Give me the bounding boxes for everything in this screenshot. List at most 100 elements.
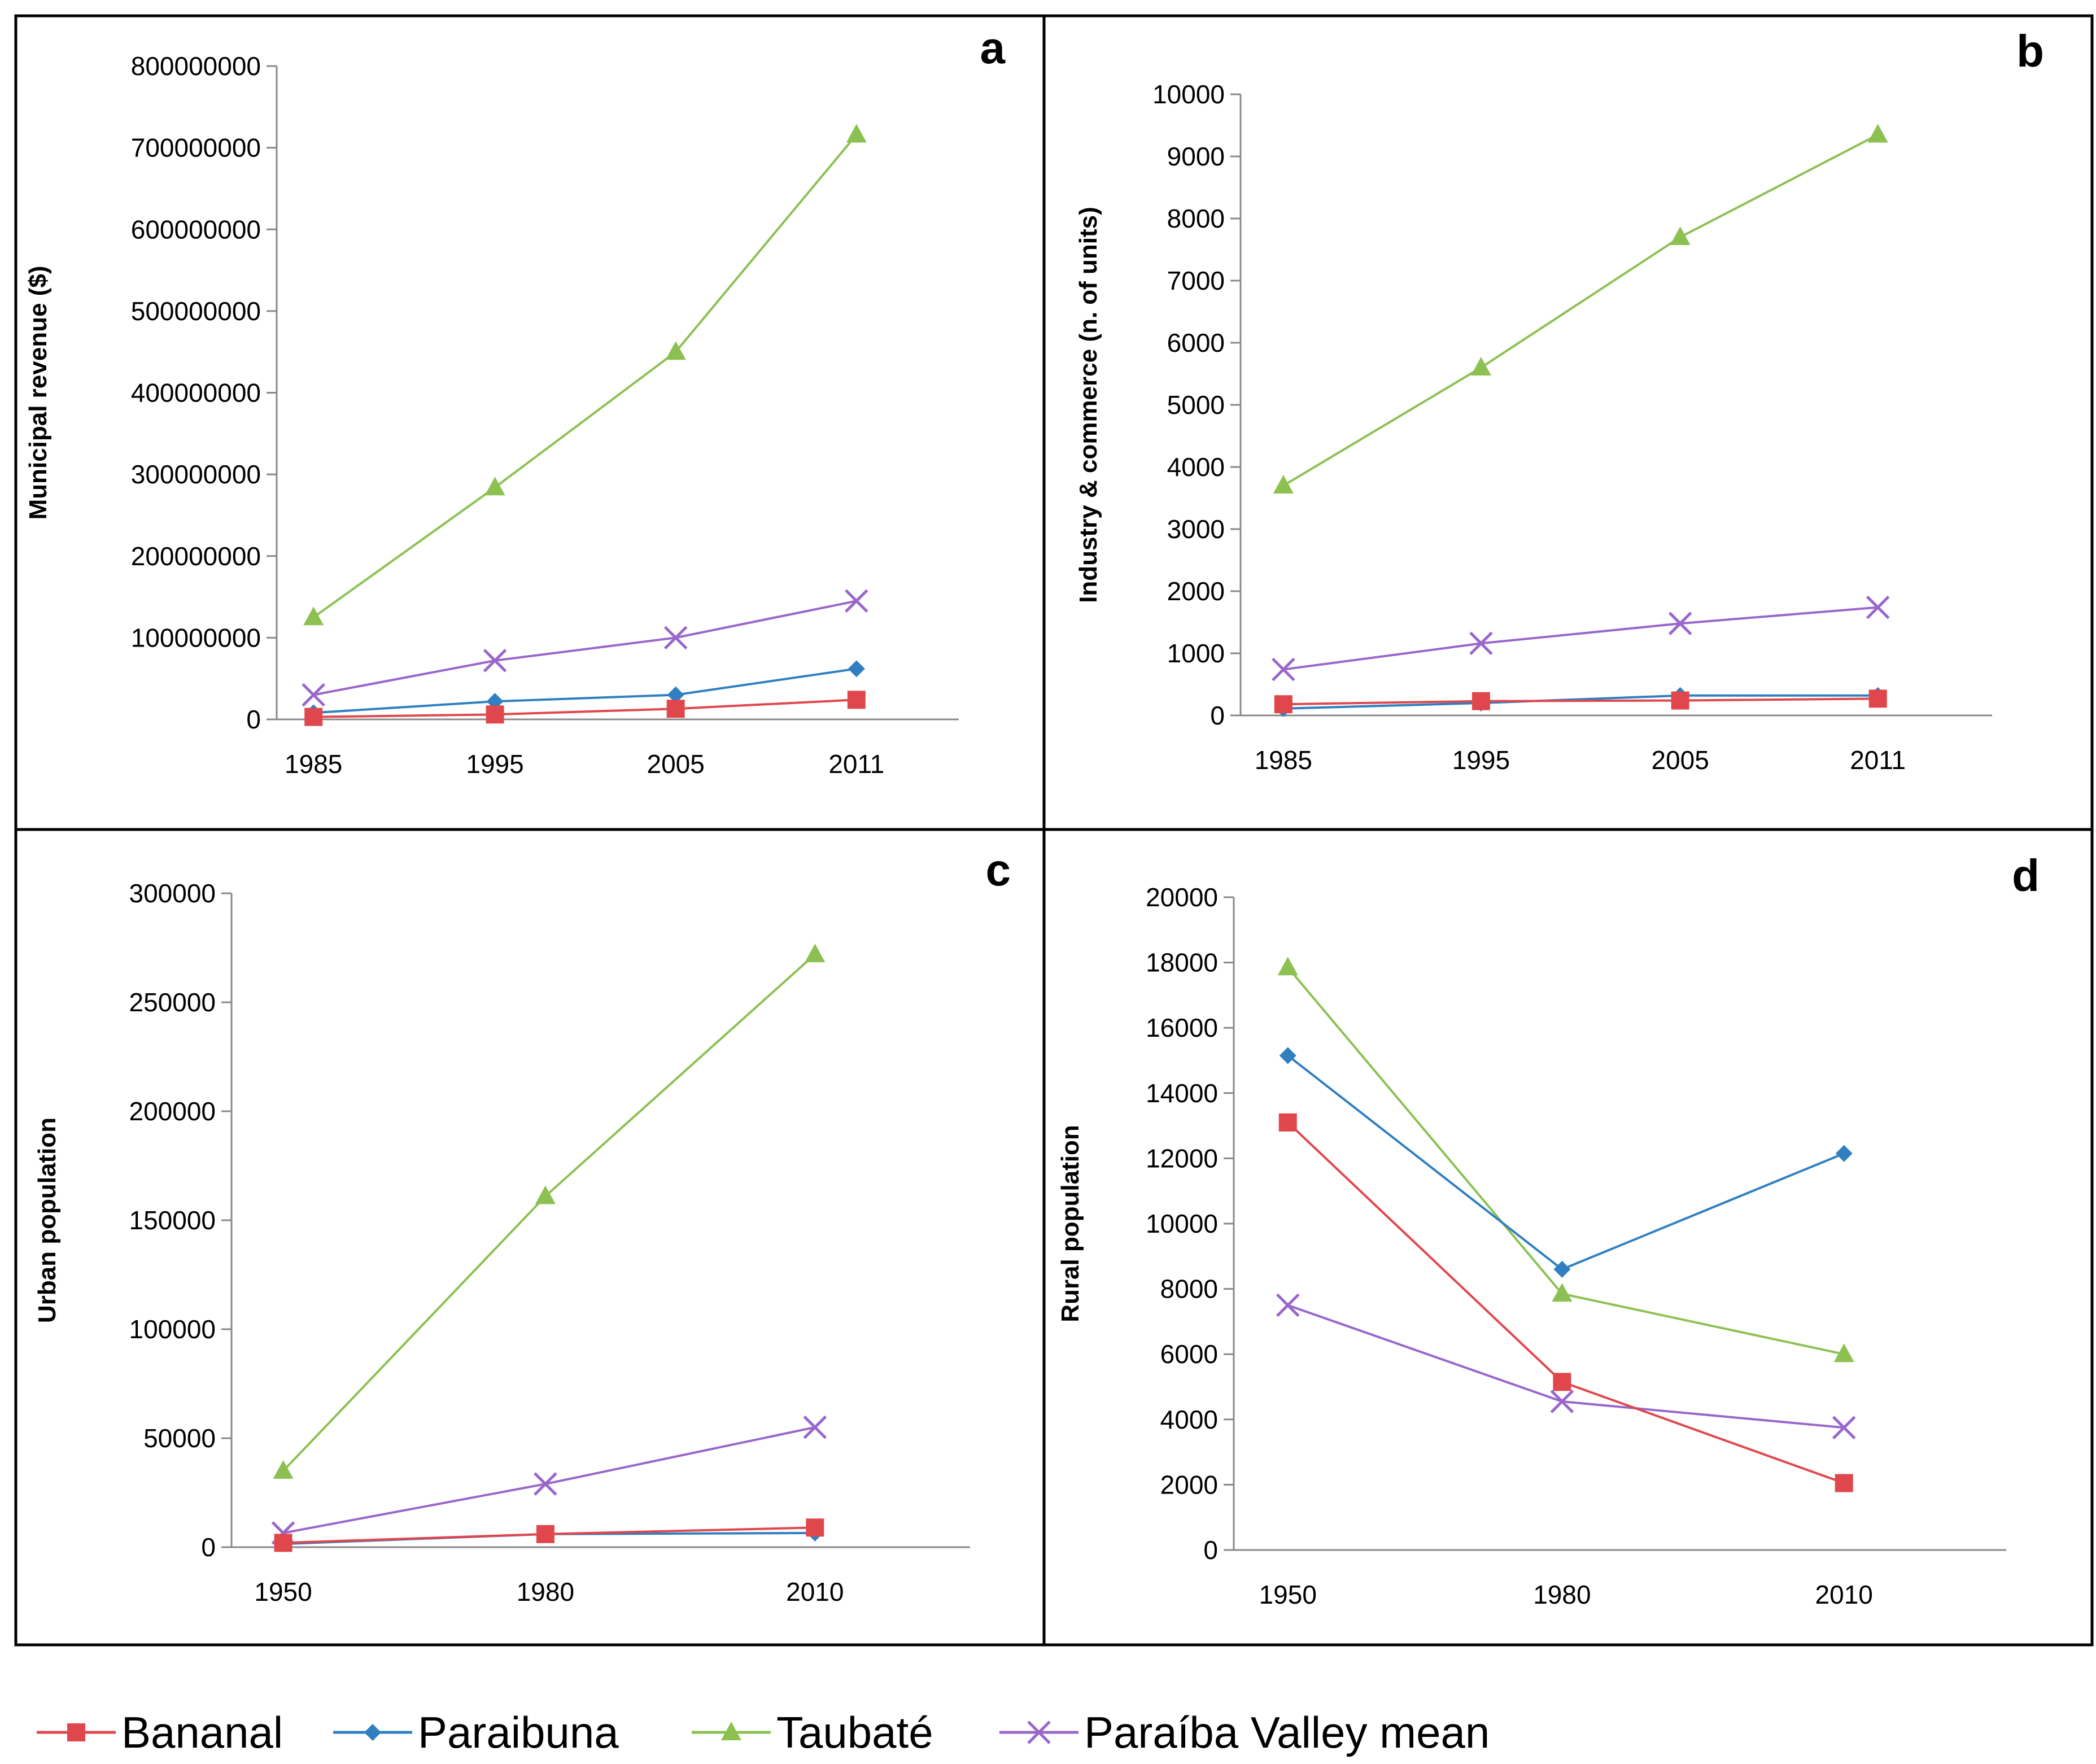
series-line [1287, 1304, 1844, 1429]
x-tick-label: 1995 [1452, 745, 1510, 775]
series-taubate [303, 124, 867, 626]
y-tick-label: 300000000 [131, 460, 261, 489]
legend-label: Paraibuna [418, 1708, 619, 1757]
data-point [535, 1185, 556, 1204]
y-tick-label: 4000 [1160, 1405, 1218, 1434]
legend: Bananal Paraibuna Taubaté Paraíba Valley me… [37, 1708, 1490, 1757]
series-line [313, 667, 857, 714]
series-line [1287, 1121, 1845, 1484]
x-tick-label: 2005 [1651, 745, 1709, 775]
data-point [274, 1534, 292, 1552]
data-point [1277, 957, 1298, 976]
data-point [1553, 1373, 1571, 1391]
y-tick-label: 0 [1210, 701, 1225, 730]
y-tick-label: 7000 [1167, 266, 1225, 295]
y-tick-label: 600000000 [131, 215, 261, 244]
data-point [1276, 1293, 1300, 1317]
y-axis-title: Rural population [1056, 1125, 1084, 1322]
y-tick-label: 8000 [1160, 1274, 1218, 1304]
panel-label: a [980, 23, 1006, 73]
legend-item-bananal: Bananal [37, 1708, 283, 1757]
series-taubate [1273, 124, 1888, 494]
y-tick-label: 1000 [1167, 639, 1225, 668]
data-point [1832, 1416, 1856, 1440]
series-bananal [1274, 689, 1887, 714]
series-line [1283, 697, 1878, 706]
data-point [667, 686, 684, 704]
legend-item-taubate: Taubaté [692, 1708, 933, 1757]
data-point [1278, 1113, 1297, 1132]
x-tick-label: 1985 [1255, 745, 1312, 775]
data-point [1550, 1390, 1574, 1413]
data-point [1867, 124, 1888, 143]
y-tick-label: 5000 [1167, 390, 1225, 420]
series-line [1282, 133, 1879, 487]
y-tick-label: 18000 [1146, 948, 1218, 977]
data-point [848, 660, 865, 678]
data-point [1552, 1283, 1573, 1302]
y-tick-label: 400000000 [131, 378, 261, 408]
y-tick-label: 8000 [1167, 204, 1225, 233]
data-point [806, 1518, 824, 1537]
series-bananal [304, 691, 866, 726]
data-point [1835, 1474, 1853, 1492]
series-line [1287, 1054, 1845, 1271]
y-tick-label: 6000 [1167, 328, 1225, 357]
y-tick-label: 20000 [1146, 883, 1218, 912]
y-tick-label: 300000 [129, 879, 216, 908]
data-point [302, 683, 325, 707]
panel-border [14, 828, 1046, 1647]
data-point [846, 124, 867, 143]
series-bananal [1278, 1113, 1853, 1492]
data-point [1835, 1145, 1853, 1162]
y-tick-label: 800000000 [131, 51, 261, 81]
y-tick-label: 500000000 [131, 296, 261, 326]
legend-marker [1027, 1721, 1051, 1744]
x-tick-label: 1980 [1533, 1580, 1591, 1609]
data-point [666, 700, 685, 718]
legend-label: Taubaté [776, 1708, 933, 1757]
data-point [1470, 357, 1491, 375]
series-taubate [273, 944, 826, 1479]
y-tick-label: 2000 [1160, 1470, 1218, 1499]
y-tick-label: 0 [1203, 1535, 1218, 1565]
data-point [805, 944, 826, 963]
data-point [665, 341, 686, 360]
y-axis-title: Industry & commerce (n. of units) [1075, 207, 1102, 603]
data-point [303, 606, 324, 626]
series-paraiba-valley-mean [1276, 1293, 1856, 1440]
x-tick-label: 1985 [285, 749, 342, 779]
y-tick-label: 10000 [1152, 80, 1225, 109]
data-point [1469, 631, 1493, 656]
y-tick-label: 200000 [129, 1097, 216, 1126]
series-bananal [274, 1518, 824, 1552]
panel-border [1042, 14, 2094, 831]
series-line [282, 953, 816, 1472]
y-tick-label: 150000 [129, 1206, 216, 1235]
data-point [803, 1415, 827, 1439]
y-tick-label: 100000 [129, 1315, 216, 1344]
x-tick-label: 2005 [647, 749, 705, 779]
data-point [1668, 612, 1692, 635]
legend-marker [67, 1723, 85, 1741]
data-point [1671, 691, 1689, 710]
legend-marker [364, 1724, 381, 1741]
legend-marker [721, 1722, 741, 1740]
panel-border [1042, 828, 2094, 1647]
x-tick-label: 2010 [1815, 1580, 1873, 1609]
data-point [273, 1460, 294, 1479]
y-tick-label: 12000 [1146, 1143, 1218, 1173]
y-tick-label: 50000 [143, 1424, 216, 1453]
data-point [847, 691, 866, 709]
y-tick-label: 200000000 [131, 542, 261, 571]
y-tick-label: 6000 [1160, 1339, 1218, 1369]
data-point [484, 477, 505, 496]
x-tick-label: 1950 [254, 1577, 312, 1606]
series-taubate [1277, 957, 1854, 1363]
panel-label: b [2016, 26, 2044, 76]
y-axis-title: Municipal revenue ($) [24, 266, 52, 520]
panel-label: d [2012, 850, 2040, 901]
y-tick-label: 14000 [1146, 1079, 1218, 1108]
x-tick-label: 2011 [828, 749, 884, 779]
